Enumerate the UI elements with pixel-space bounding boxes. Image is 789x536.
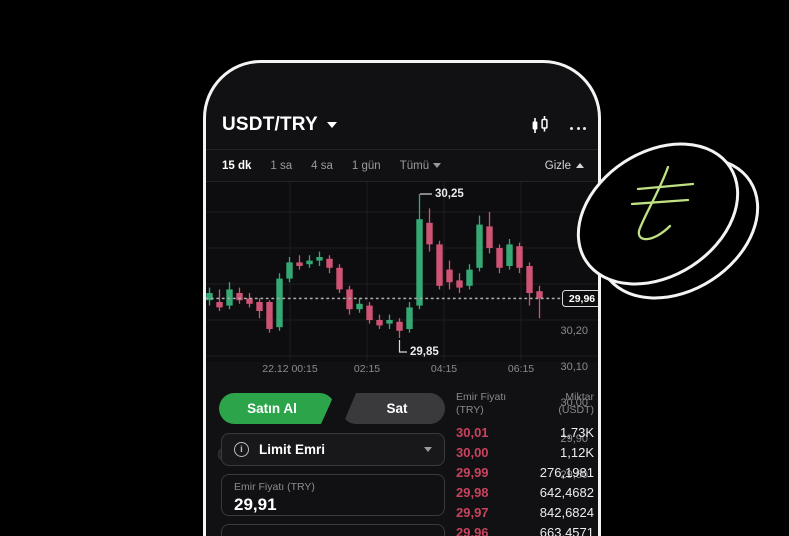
timeframe-15dk[interactable]: 15 dk xyxy=(222,159,252,172)
timeframe-1gun[interactable]: 1 gün xyxy=(351,159,381,172)
y-axis-label: 30,00 xyxy=(560,397,588,409)
caret-down-icon xyxy=(433,162,442,168)
order-price-input[interactable]: Emir Fiyatı (TRY) 29,91 xyxy=(221,474,445,516)
high-price-annotation: 30,25 xyxy=(435,188,464,200)
y-axis-label: 30,20 xyxy=(560,325,588,337)
timeframe-tumu[interactable]: Tümü xyxy=(400,160,442,172)
ellipsis-icon[interactable] xyxy=(570,123,586,134)
x-axis-label: 06:15 xyxy=(507,363,535,375)
y-axis-label: 29,80 xyxy=(560,469,588,481)
order-type-dropdown[interactable]: i Limit Emri xyxy=(221,433,445,466)
y-axis-label: 29,90 xyxy=(560,433,588,445)
phone-frame: USDT/TRY xyxy=(203,60,601,536)
timeframe-bar: 15 dk 1 sa 4 sa 1 gün Tümü Gizle xyxy=(206,149,598,182)
order-book-row[interactable]: 29,98 642,4682 xyxy=(456,484,594,500)
timeframe-4sa[interactable]: 4 sa xyxy=(311,159,333,172)
order-book: Emir Fiyatı (TRY) Miktar (USDT) 30,01 1,… xyxy=(456,391,594,536)
app-header: USDT/TRY xyxy=(206,63,598,149)
order-book-header: Emir Fiyatı (TRY) Miktar (USDT) xyxy=(456,391,594,416)
buy-tab[interactable]: Satın Al xyxy=(219,393,335,424)
x-axis-label: 04:15 xyxy=(430,363,458,375)
hide-chart-toggle[interactable]: Gizle xyxy=(545,160,584,172)
order-price-label: Emir Fiyatı (TRY) xyxy=(234,481,315,493)
x-axis-label: 02:15 xyxy=(353,363,381,375)
order-amount-input[interactable] xyxy=(221,524,445,536)
current-price-tag: 29,96 xyxy=(562,290,598,307)
pair-label: USDT/TRY xyxy=(222,114,318,135)
sell-tab[interactable]: Sat xyxy=(343,393,445,424)
buy-sell-toggle: Satın Al Sat xyxy=(219,393,445,424)
info-icon[interactable]: i xyxy=(234,442,249,457)
order-book-row[interactable]: 30,00 1,12K xyxy=(456,444,594,460)
order-type-label: Limit Emri xyxy=(259,442,326,457)
order-book-row[interactable]: 30,01 1,73K xyxy=(456,424,594,440)
lira-symbol-icon xyxy=(630,165,695,241)
order-price-value: 29,91 xyxy=(234,495,277,514)
low-price-annotation: 29,85 xyxy=(410,346,439,358)
pair-selector[interactable]: USDT/TRY xyxy=(222,114,337,136)
timeframe-1sa[interactable]: 1 sa xyxy=(270,159,293,172)
chart-grid xyxy=(206,182,598,361)
caret-down-icon xyxy=(424,447,432,452)
caret-down-icon xyxy=(326,122,337,128)
order-book-row[interactable]: 29,97 842,6824 xyxy=(456,504,594,520)
y-axis-label: 30,10 xyxy=(560,361,588,373)
candlestick-chart[interactable]: OKX TR 30,20 30,10 30,00 29,90 29,80 30,… xyxy=(206,182,598,481)
x-axis: 22.12 00:15 02:15 04:15 06:15 xyxy=(206,363,598,379)
caret-up-icon xyxy=(576,162,584,168)
candlestick-icon[interactable] xyxy=(529,115,551,141)
order-book-row[interactable]: 29,99 276,1981 xyxy=(456,464,594,480)
x-axis-label: 22.12 00:15 xyxy=(262,363,318,375)
order-book-row[interactable]: 29,96 663,4571 xyxy=(456,524,594,536)
